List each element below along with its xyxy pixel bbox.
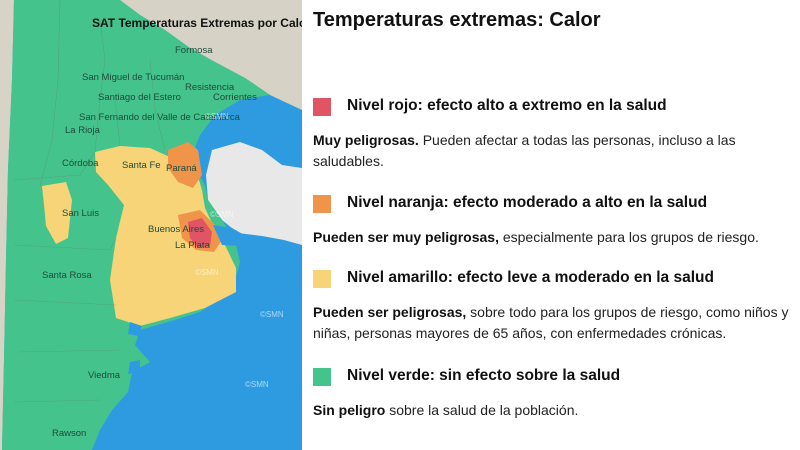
level-desc-text: especialmente para los grupos de riesgo. <box>498 229 759 245</box>
city-label-san-luis: San Luis <box>62 208 99 219</box>
level-amarillo: Nivel amarillo: efecto leve a moderado e… <box>313 268 800 344</box>
city-label-formosa: Formosa <box>175 45 213 56</box>
swatch-naranja <box>313 195 331 213</box>
city-label-santiago: Santiago del Estero <box>98 92 181 103</box>
city-label-la-plata: La Plata <box>175 240 210 251</box>
watermark: ©SMN <box>195 268 219 277</box>
level-label-rojo: Nivel rojo: efecto alto a extremo en la … <box>347 97 667 114</box>
watermark: ©SMN <box>205 112 229 121</box>
level-desc-naranja: Pueden ser muy peligrosas, especialmente… <box>313 227 800 248</box>
watermark: ©SMN <box>210 210 234 219</box>
city-label-buenos-aires: Buenos Aires <box>148 224 204 235</box>
level-naranja: Nivel naranja: efecto moderado a alto en… <box>313 193 800 248</box>
city-label-santa-fe: Santa Fe <box>122 160 161 171</box>
orange-zone <box>168 142 202 188</box>
level-desc-bold: Sin peligro <box>313 402 386 418</box>
rio-de-la-plata <box>213 225 246 246</box>
yellow-zone <box>95 146 236 326</box>
level-desc-bold: Pueden ser muy peligrosas, <box>313 229 499 245</box>
valdes-peninsula <box>128 322 142 336</box>
map-graphic <box>0 0 302 450</box>
north-foreign-region <box>120 0 302 110</box>
level-label-verde: Nivel verde: sin efecto sobre la salud <box>347 367 621 384</box>
city-label-viedma: Viedma <box>88 370 121 381</box>
city-label-santa-rosa: Santa Rosa <box>42 270 92 281</box>
level-desc-amarillo: Pueden ser peligrosas, sobre todo para l… <box>313 302 800 344</box>
city-label-resistencia: Resistencia <box>185 82 235 93</box>
swatch-rojo <box>313 98 331 116</box>
level-desc-text: sobre todo para los grupos de riesgo, co… <box>313 304 789 341</box>
yellow-zone-san-luis <box>42 182 72 244</box>
level-desc-verde: Sin peligro sobre la salud de la poblaci… <box>313 400 800 421</box>
level-desc-bold: Muy peligrosas. <box>313 132 419 148</box>
swatch-verde <box>313 368 331 386</box>
watermark: ©SMN <box>245 380 269 389</box>
level-label-naranja: Nivel naranja: efecto moderado a alto en… <box>347 194 708 211</box>
level-desc-rojo: Muy peligrosas. Pueden afectar a todas l… <box>313 130 800 172</box>
chile-region <box>0 0 14 450</box>
city-label-la-rioja: La Rioja <box>65 125 100 136</box>
city-label-catamarca: San Fernando del Valle de Catamarca <box>79 112 240 123</box>
map-title: SAT Temperaturas Extremas por Calor <box>92 16 302 30</box>
swatch-amarillo <box>313 270 331 288</box>
level-desc-text: Pueden afectar a todas las personas, inc… <box>313 132 736 169</box>
red-zone <box>188 218 212 248</box>
city-label-rawson: Rawson <box>52 428 87 439</box>
city-label-corrientes: Corrientes <box>213 92 257 103</box>
level-label-amarillo: Nivel amarillo: efecto leve a moderado e… <box>347 269 714 286</box>
city-label-parana: Paraná <box>166 163 197 174</box>
alert-map[interactable]: SAT Temperaturas Extremas por Calor Form… <box>0 0 302 450</box>
city-label-cordoba: Córdoba <box>62 158 99 169</box>
city-label-tucuman: San Miguel de Tucumán <box>82 72 185 83</box>
panel-title: Temperaturas extremas: Calor <box>313 9 601 31</box>
level-rojo: Nivel rojo: efecto alto a extremo en la … <box>313 96 800 172</box>
gulf-san-matias <box>128 360 140 374</box>
level-desc-bold: Pueden ser peligrosas, <box>313 304 467 320</box>
uruguay-region <box>206 142 302 245</box>
legend-panel: Temperaturas extremas: Calor Nivel rojo:… <box>313 0 800 450</box>
level-desc-text: sobre la salud de la población. <box>385 402 579 418</box>
level-verde: Nivel verde: sin efecto sobre la salud S… <box>313 366 800 421</box>
watermark: ©SMN <box>260 310 284 319</box>
